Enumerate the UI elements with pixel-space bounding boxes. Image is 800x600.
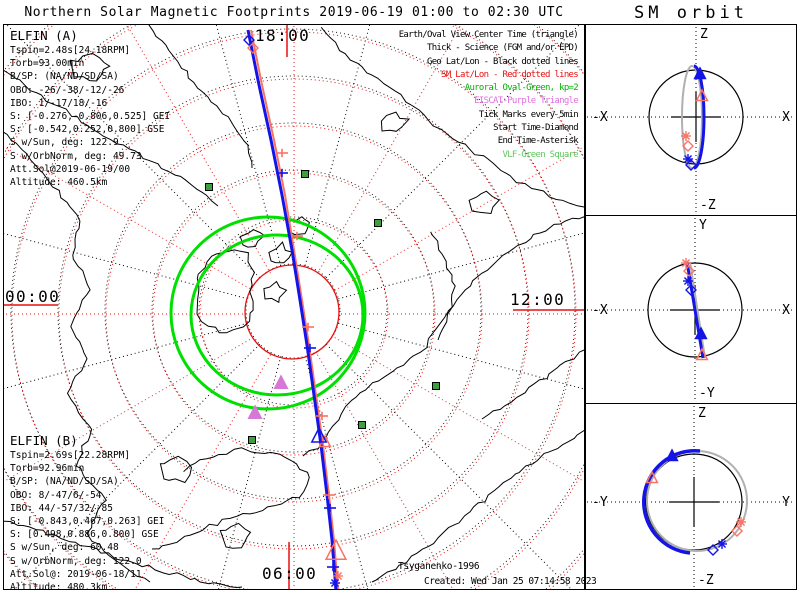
- info-line: Torb=93.00min: [10, 58, 85, 70]
- info-line: OBO: 8/-47/6/-54: [10, 489, 102, 501]
- info-line: B/SP: (NA/ND/SD/SA): [10, 71, 119, 83]
- axis-label: X: [782, 110, 790, 125]
- clock-label-0600: 06:00: [262, 564, 318, 583]
- clock-label-0000: 00:00: [5, 287, 61, 306]
- info-line: S w/Sun, deg: 60.48: [10, 542, 119, 554]
- footprint-track-a: [246, 29, 338, 589]
- created-timestamp: Created: Wed Jan 25 07:14:58 2023: [424, 576, 597, 587]
- info-line: IBO: 1/-17/18/-16: [10, 97, 108, 109]
- coastlines: [4, 25, 584, 589]
- info-line: Tspin=2.48s[24.18RPM]: [10, 45, 131, 56]
- axis-label: Z: [700, 27, 708, 42]
- info-line: S w/OrbNorm, deg: 49.73: [10, 150, 142, 162]
- clock-label-1800: 18:00: [255, 26, 311, 45]
- axis-label: X: [782, 303, 790, 318]
- axis-label: Y: [782, 495, 790, 510]
- info-line: S w/Sun, deg: 122.9: [10, 137, 119, 149]
- sm-orbit-title: SM orbit: [634, 3, 748, 23]
- map-data-layer: [169, 29, 440, 589]
- info-line: S: [-0.843,0.467,0.263] GEI: [10, 516, 165, 528]
- panel-frames: [3, 24, 797, 590]
- clock-label-1200: 12:00: [510, 290, 566, 309]
- legend-line: Tick Marks every 5min: [478, 109, 579, 120]
- legend-line: Start Time-Diamond: [493, 123, 579, 134]
- info-line: Tspin=2.69s[22.28RPM]: [10, 450, 131, 461]
- figure-title: Northern Solar Magnetic Footprints 2019-…: [24, 5, 564, 20]
- elfin-a-info-block: ELFIN (A) Tspin=2.48s[24.18RPM] Torb=93.0…: [10, 28, 170, 189]
- sm-orbit-panels: Z -Z -X X Y -Y -X X Z -Z -Y Y: [587, 27, 795, 588]
- vlf-square: [248, 436, 256, 444]
- info-line: Altitude: 460.5km: [10, 177, 108, 189]
- info-line: S: [0.498,0.886,0.800] GSE: [10, 529, 159, 541]
- axis-label: -Y: [699, 386, 715, 401]
- elfin-b-lines: Tspin=2.69s[22.28RPM] Torb=92.96min B/SP: …: [10, 449, 164, 594]
- vlf-square: [432, 382, 440, 390]
- elfin-b-info-block: ELFIN (B) Tspin=2.69s[22.28RPM] Torb=92.9…: [10, 433, 164, 594]
- info-line: B/SP: (NA/ND/SD/SA): [10, 476, 119, 488]
- vlf-square: [301, 170, 309, 178]
- axis-label: Y: [699, 218, 707, 233]
- vlf-square: [358, 421, 366, 429]
- info-line: Att.Sol@2019-06-19/00: [10, 163, 131, 175]
- axis-label: -X: [592, 303, 608, 318]
- info-line: S w/OrbNorm, deg: 122.0: [10, 555, 142, 567]
- info-line: Att.Sol@: 2019-06-18/11: [10, 568, 142, 580]
- elfin-a-header: ELFIN (A): [10, 28, 78, 43]
- elfin-a-lines: Tspin=2.48s[24.18RPM] Torb=93.00min B/SP: …: [10, 44, 170, 189]
- axis-label: -Z: [700, 198, 716, 213]
- legend-line: VLF-Green Square: [502, 149, 579, 160]
- legend-line: EISCAT-Purple Triangle: [474, 96, 579, 107]
- info-line: Torb=92.96min: [10, 463, 85, 475]
- map-grid: [4, 25, 584, 589]
- info-line: S: [-0.542,0.252,0.800] GSE: [10, 124, 165, 136]
- elfin-b-header: ELFIN (B): [10, 433, 78, 448]
- info-line: S: [-0.276,-0.806,0.525] GEI: [10, 111, 171, 123]
- footprint-track-b: [250, 29, 339, 589]
- axis-label: -Y: [592, 495, 608, 510]
- legend-line: Geo Lat/Lon - Black dotted lines: [427, 56, 579, 67]
- legend-line: End Time-Asterisk: [497, 136, 579, 147]
- info-line: OBO: -26/-38/-12/-26: [10, 84, 125, 96]
- info-line: Altitude: 480.3km: [10, 582, 108, 594]
- vlf-square: [374, 219, 382, 227]
- vlf-square: [205, 183, 213, 191]
- legend-line: Thick - Science (FGM and/or EPD): [427, 43, 579, 54]
- legend-line: SM Lat/Lon - Red dotted lines: [441, 69, 579, 80]
- legend-line: Auroral Oval-Green, kp=2: [464, 83, 579, 94]
- axis-label: -X: [592, 110, 608, 125]
- eiscat-triangle: [273, 374, 289, 389]
- eiscat-triangle: [247, 404, 263, 419]
- info-line: IBO: 44/-57/32/-85: [10, 502, 113, 514]
- axis-label: Z: [698, 406, 706, 421]
- map-legend: Earth/Oval View Center Time (triangle) Th…: [398, 29, 579, 162]
- model-credit: Tsyganenko-1996: [398, 561, 480, 572]
- axis-label: -Z: [698, 573, 714, 588]
- legend-line: Earth/Oval View Center Time (triangle): [398, 30, 579, 40]
